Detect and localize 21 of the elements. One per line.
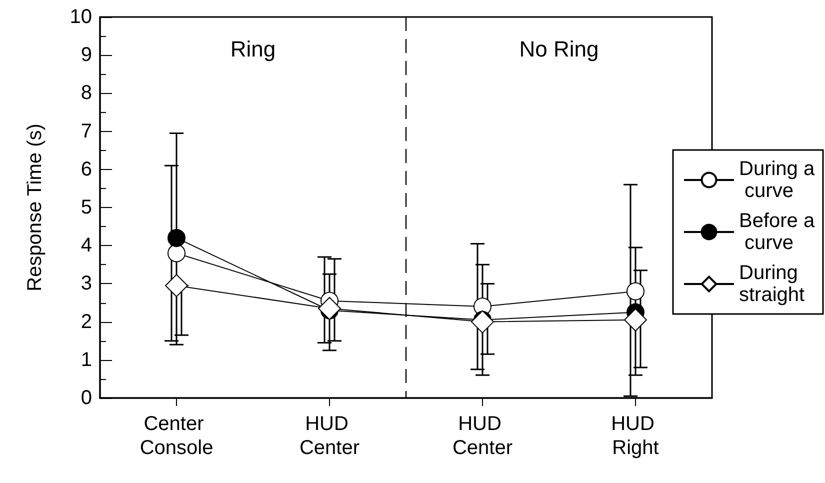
- y-tick-label: 2: [80, 310, 92, 333]
- x-tick-label: HUD Center: [452, 413, 513, 459]
- x-tick-label: HUD Center: [299, 413, 360, 459]
- y-tick-label: 3: [80, 272, 92, 295]
- y-tick-label: 6: [80, 158, 92, 180]
- x-tick-label: Center Console: [140, 413, 214, 459]
- legend-label: During straight: [739, 262, 806, 306]
- y-tick-label: 10: [70, 6, 92, 28]
- y-tick-label: 0: [80, 387, 92, 409]
- y-tick-label: 7: [80, 120, 92, 142]
- legend-label: During a curve: [739, 158, 816, 202]
- x-tick-label: HUD Right: [611, 413, 660, 459]
- y-tick-label: 4: [80, 234, 92, 257]
- annotation: No Ring: [519, 36, 599, 62]
- annotation: Ring: [230, 36, 276, 62]
- y-tick-label: 8: [80, 82, 92, 104]
- y-tick-label: 9: [80, 44, 92, 66]
- y-tick-label: 5: [80, 196, 92, 218]
- legend-label: Before a curve: [739, 210, 816, 254]
- y-axis-title: Response Time (s): [24, 124, 46, 292]
- y-tick-label: 1: [80, 348, 92, 371]
